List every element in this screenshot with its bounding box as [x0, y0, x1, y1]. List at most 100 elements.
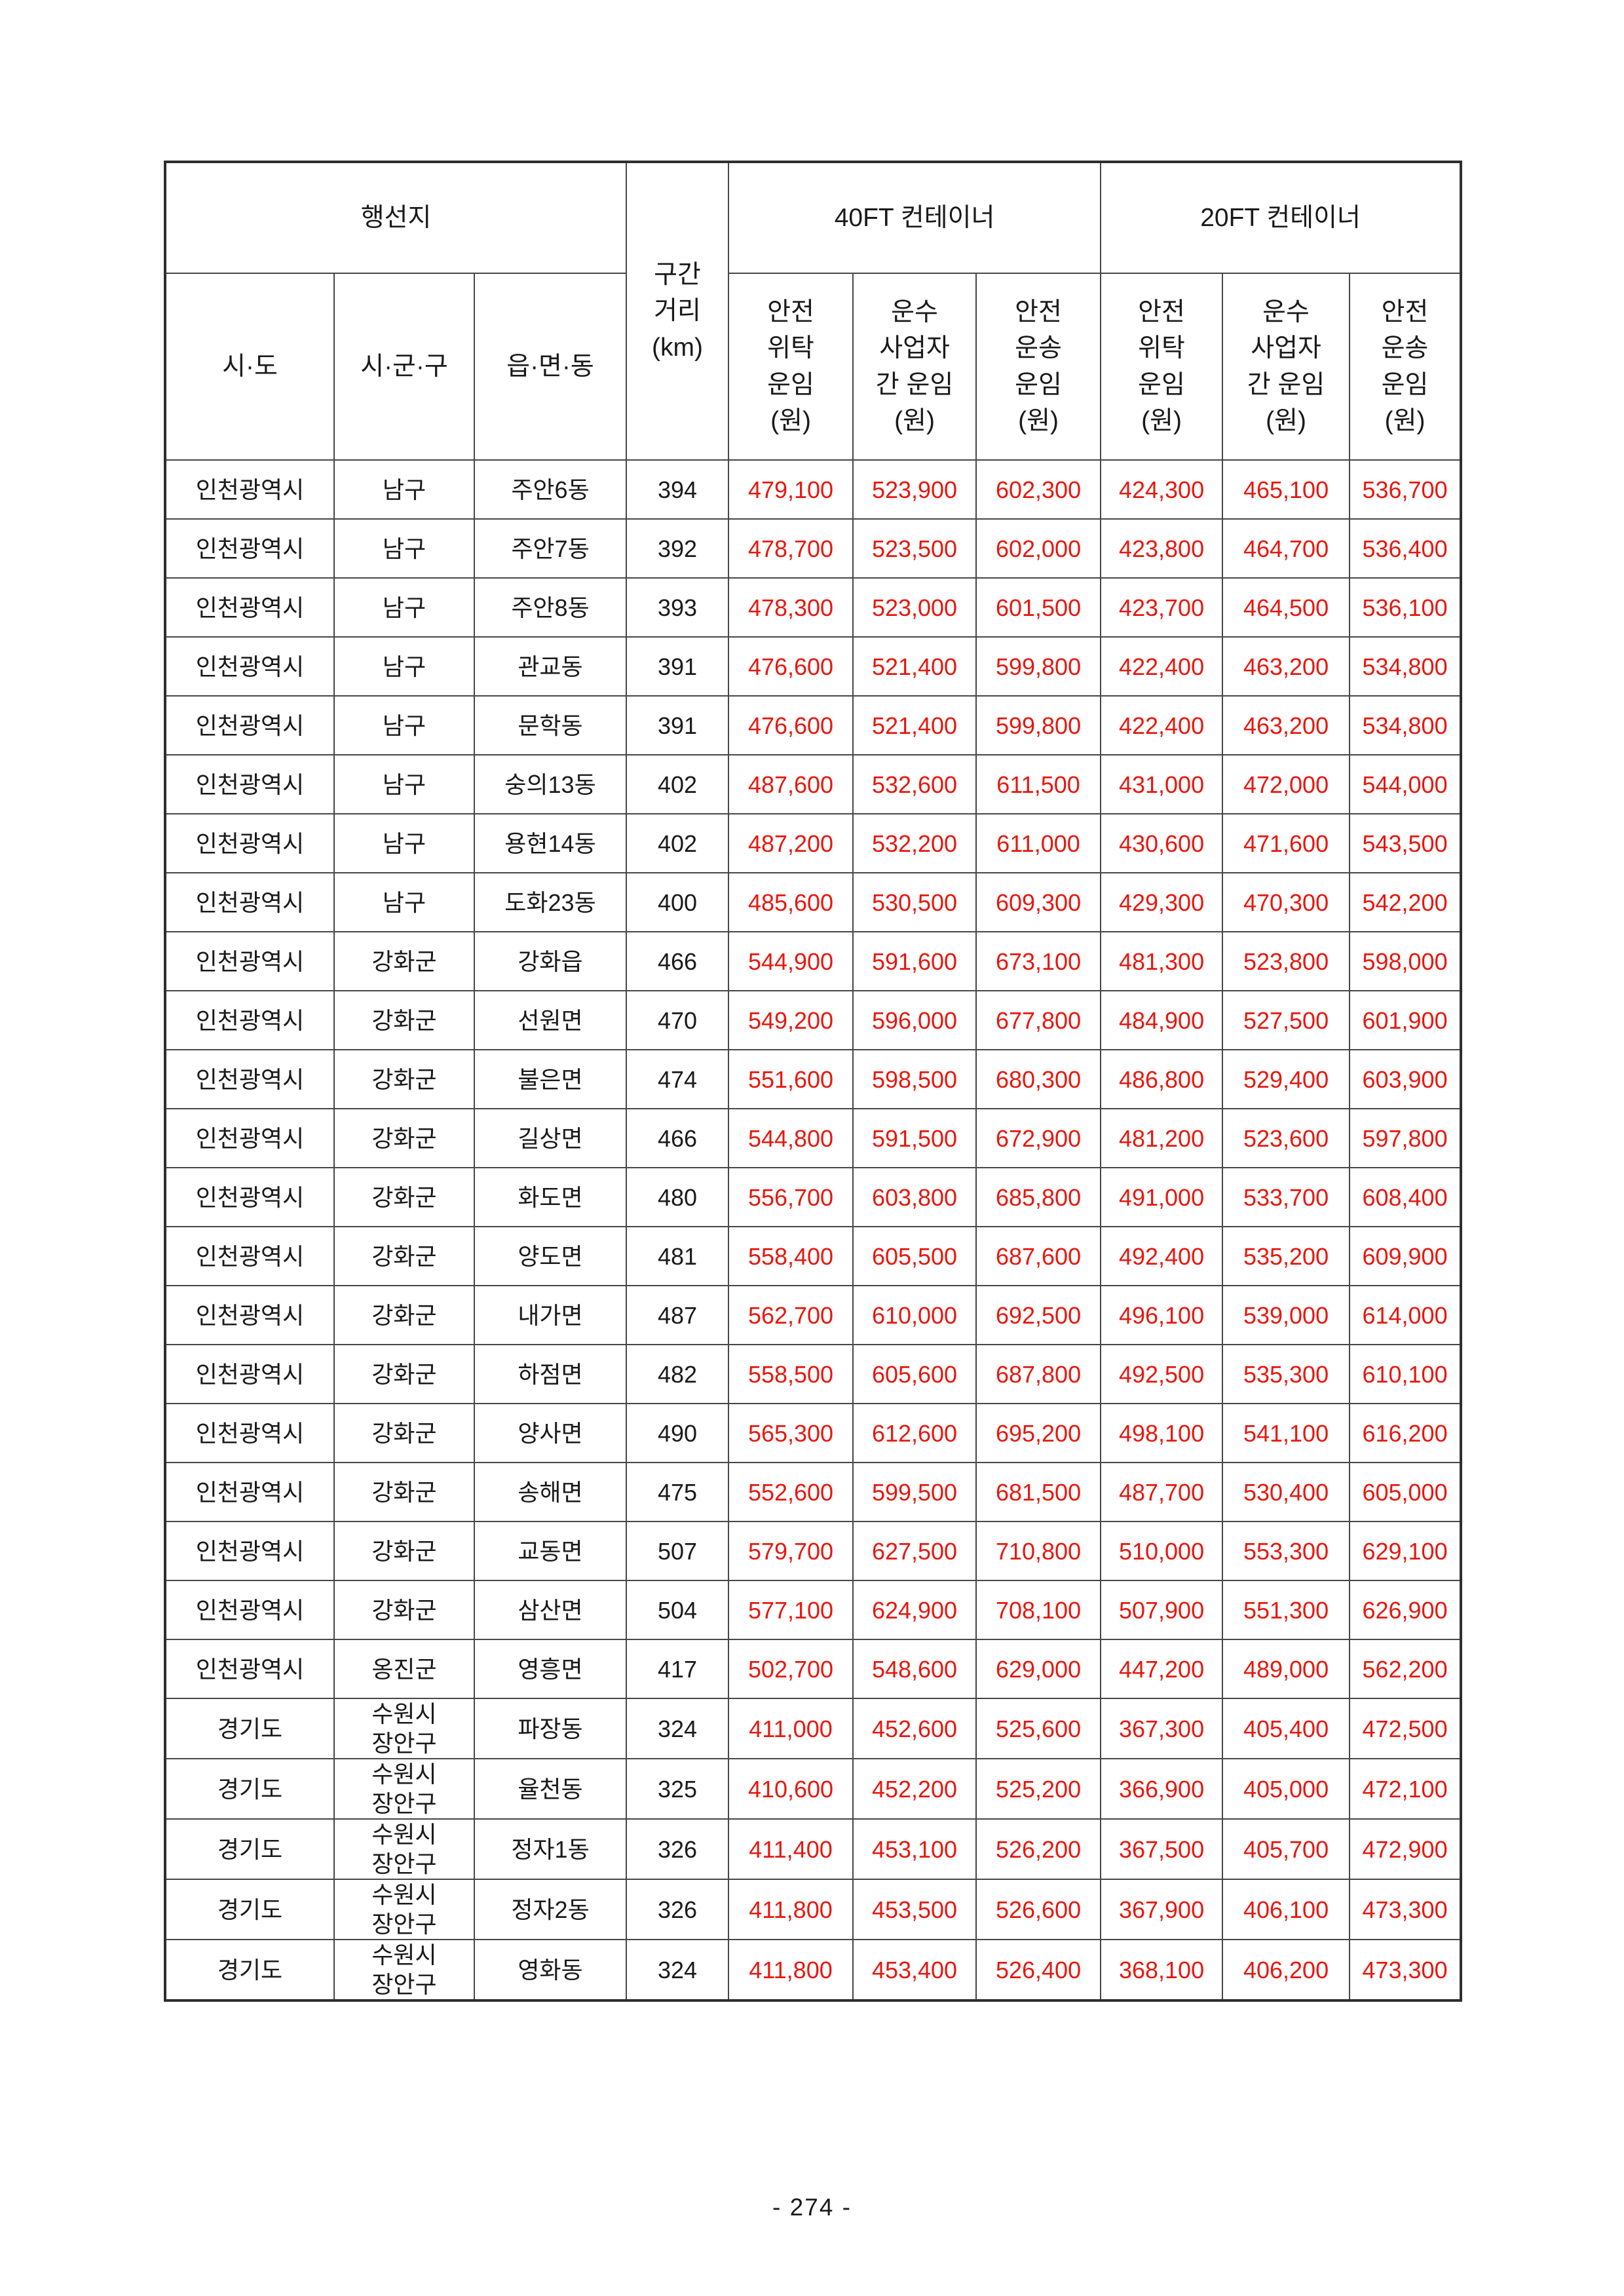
- table-row: 인천광역시 강화군 길상면 466 544,800 591,500 672,900 481,2…: [164, 1108, 1462, 1168]
- fare-cell: 598,000: [1349, 931, 1462, 991]
- sigungu-cell: 강화군: [333, 1108, 475, 1168]
- fare-cell: 601,900: [1349, 990, 1462, 1050]
- fare-cell: 485,600: [728, 872, 854, 932]
- fare-cell: 534,800: [1349, 695, 1462, 756]
- sido-cell: 인천광역시: [164, 1108, 335, 1168]
- sigungu-cell: 남구: [333, 636, 475, 697]
- distance-cell: 475: [626, 1462, 730, 1522]
- distance-cell: 325: [626, 1758, 730, 1820]
- fare-cell: 453,500: [852, 1879, 977, 1940]
- eupmyeondong-cell: 주안8동: [473, 577, 628, 638]
- fare-cell: 479,100: [728, 459, 854, 520]
- fare-cell: 532,600: [852, 754, 977, 814]
- eupmyeondong-cell: 도화23동: [473, 872, 628, 932]
- fare-cell: 423,800: [1100, 518, 1224, 579]
- fare-cell: 596,000: [852, 990, 977, 1050]
- eupmyeondong-cell: 주안6동: [473, 459, 628, 520]
- fare-cell: 558,400: [728, 1226, 854, 1286]
- fare-cell: 492,400: [1100, 1226, 1224, 1286]
- sigungu-cell: 강화군: [333, 1403, 475, 1463]
- eupmyeondong-cell: 영흥면: [473, 1639, 628, 1699]
- sido-cell: 인천광역시: [164, 990, 335, 1050]
- table-row: 인천광역시 남구 관교동 391 476,600 521,400 599,800 422,40…: [164, 636, 1462, 697]
- distance-cell: 391: [626, 636, 730, 697]
- destination-group-header: 행선지: [164, 161, 628, 274]
- table-row: 인천광역시 강화군 내가면 487 562,700 610,000 692,500 496,1…: [164, 1285, 1462, 1345]
- eupmyeondong-cell: 불은면: [473, 1049, 628, 1109]
- page-number: - 274 -: [772, 2194, 852, 2221]
- sido-cell: 경기도: [164, 1818, 335, 1880]
- fare-cell: 484,900: [1100, 990, 1224, 1050]
- fare-cell: 687,600: [975, 1226, 1102, 1286]
- sigungu-cell: 남구: [333, 754, 475, 814]
- eupmyeondong-cell: 관교동: [473, 636, 628, 697]
- fare-cell: 367,300: [1100, 1698, 1224, 1759]
- fare-cell: 481,300: [1100, 931, 1224, 991]
- fare-cell: 526,200: [975, 1818, 1102, 1880]
- fare-cell: 486,800: [1100, 1049, 1224, 1109]
- sigungu-cell: 남구: [333, 813, 475, 873]
- distance-cell: 481: [626, 1226, 730, 1286]
- fare-cell: 470,300: [1222, 872, 1351, 932]
- fare-cell: 598,500: [852, 1049, 977, 1109]
- fare-cell: 523,600: [1222, 1108, 1351, 1168]
- fare-cell: 507,900: [1100, 1580, 1224, 1640]
- fare-cell: 536,400: [1349, 518, 1462, 579]
- eupmyeondong-cell: 정자1동: [473, 1818, 628, 1880]
- fare-cell: 487,600: [728, 754, 854, 814]
- distance-cell: 490: [626, 1403, 730, 1463]
- table-row: 경기도 수원시 장안구 영화동 324 411,800 453,400 526,400 368…: [164, 1939, 1462, 2001]
- eupmyeondong-cell: 양도면: [473, 1226, 628, 1286]
- sigungu-cell: 강화군: [333, 931, 475, 991]
- fare-cell: 599,800: [975, 695, 1102, 756]
- eupmyeondong-cell: 정자2동: [473, 1879, 628, 1940]
- fare-cell: 551,300: [1222, 1580, 1351, 1640]
- fare-cell: 608,400: [1349, 1167, 1462, 1227]
- fare-cell: 597,800: [1349, 1108, 1462, 1168]
- fare-column-header-20ft-consign: 안전 위탁 운임 (원): [1100, 273, 1224, 461]
- fare-cell: 453,100: [852, 1818, 977, 1880]
- fare-cell: 605,000: [1349, 1462, 1462, 1522]
- table-row: 인천광역시 강화군 양도면 481 558,400 605,500 687,600 492,4…: [164, 1226, 1462, 1286]
- fare-cell: 464,500: [1222, 577, 1351, 638]
- fare-cell: 685,800: [975, 1167, 1102, 1227]
- fare-cell: 464,700: [1222, 518, 1351, 579]
- sigungu-cell: 남구: [333, 577, 475, 638]
- fare-column-header-20ft-carrier: 운수 사업자 간 운임 (원): [1222, 273, 1351, 461]
- table-row: 인천광역시 남구 주안7동 392 478,700 523,500 602,000 423,8…: [164, 518, 1462, 579]
- fare-cell: 611,000: [975, 813, 1102, 873]
- distance-cell: 482: [626, 1344, 730, 1404]
- eupmyeondong-cell: 하점면: [473, 1344, 628, 1404]
- distance-cell: 391: [626, 695, 730, 756]
- fare-cell: 366,900: [1100, 1758, 1224, 1820]
- eupmyeondong-cell: 영화동: [473, 1939, 628, 2001]
- fare-cell: 530,500: [852, 872, 977, 932]
- fare-cell: 543,500: [1349, 813, 1462, 873]
- distance-cell: 393: [626, 577, 730, 638]
- fare-cell: 471,600: [1222, 813, 1351, 873]
- table-row: 인천광역시 남구 주안8동 393 478,300 523,000 601,500 423,7…: [164, 577, 1462, 638]
- fare-cell: 452,600: [852, 1698, 977, 1759]
- fare-cell: 577,100: [728, 1580, 854, 1640]
- group-header-20ft: 20FT 컨테이너: [1100, 161, 1462, 274]
- table-row: 인천광역시 강화군 하점면 482 558,500 605,600 687,800 492,5…: [164, 1344, 1462, 1404]
- fare-cell: 535,200: [1222, 1226, 1351, 1286]
- sido-cell: 인천광역시: [164, 1049, 335, 1109]
- fare-cell: 424,300: [1100, 459, 1224, 520]
- fare-cell: 551,600: [728, 1049, 854, 1109]
- fare-cell: 523,900: [852, 459, 977, 520]
- sigungu-cell: 수원시 장안구: [333, 1879, 475, 1940]
- fare-cell: 472,900: [1349, 1818, 1462, 1880]
- fare-cell: 453,400: [852, 1939, 977, 2001]
- table-row: 경기도 수원시 장안구 정자2동 326 411,800 453,500 526,600 36…: [164, 1879, 1462, 1940]
- fare-cell: 673,100: [975, 931, 1102, 991]
- fare-cell: 710,800: [975, 1521, 1102, 1581]
- fare-cell: 601,500: [975, 577, 1102, 638]
- fare-cell: 473,300: [1349, 1939, 1462, 2001]
- sigungu-cell: 강화군: [333, 1462, 475, 1522]
- sido-cell: 인천광역시: [164, 813, 335, 873]
- fare-cell: 552,600: [728, 1462, 854, 1522]
- eupmyeondong-cell: 숭의13동: [473, 754, 628, 814]
- fare-cell: 591,600: [852, 931, 977, 991]
- distance-cell: 324: [626, 1698, 730, 1759]
